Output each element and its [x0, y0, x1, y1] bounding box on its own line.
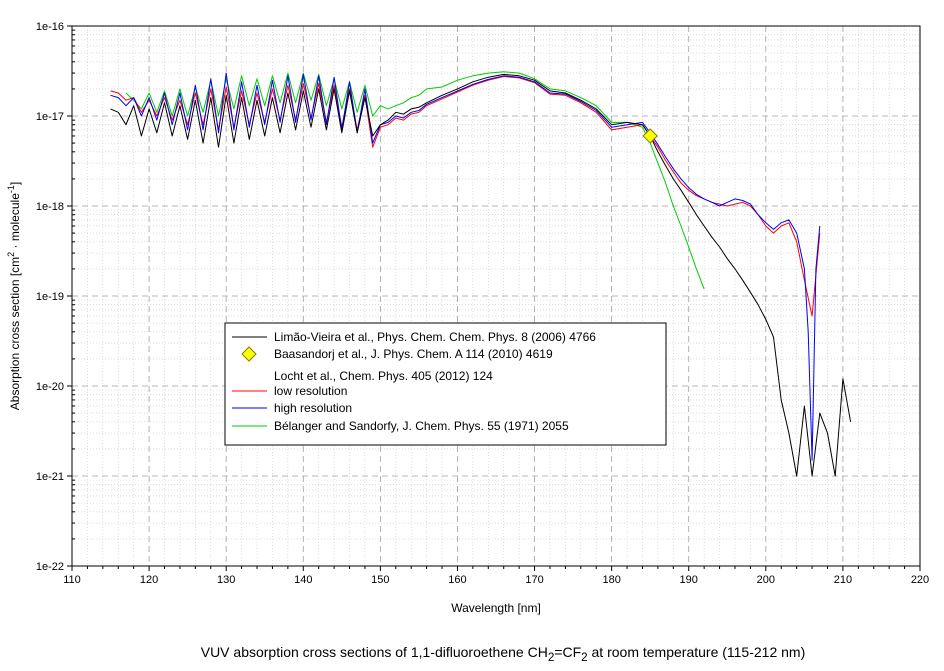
legend-label: Baasandorj et al., J. Phys. Chem. A 114 …	[274, 347, 553, 361]
series-layer	[110, 71, 852, 477]
legend-box	[224, 322, 667, 446]
y-tick-label: 1e-21	[36, 471, 64, 483]
caption-mid: =CF	[554, 644, 582, 660]
series-line-2	[110, 72, 821, 461]
y-tick-label: 1e-16	[36, 21, 64, 33]
caption: VUV absorption cross sections of 1,1-dif…	[0, 644, 944, 664]
y-tick-label: 1e-22	[36, 561, 64, 573]
x-tick-label: 190	[680, 574, 698, 586]
legend-label: Locht et al., Chem. Phys. 405 (2012) 124	[274, 369, 493, 383]
series-line-1	[110, 76, 821, 317]
x-tick-label: 130	[217, 574, 235, 586]
legend-swatch-diamond	[241, 346, 257, 362]
legend: Limão-Vieira et al., Phys. Chem. Chem. P…	[224, 322, 667, 446]
legend-label: low resolution	[274, 384, 347, 398]
y-axis-title-sup1: 2	[6, 252, 16, 257]
x-tick-label: 210	[834, 574, 852, 586]
y-axis-title-prefix: Absorption cross section [cm	[8, 257, 22, 410]
x-axis-title: Wavelength [nm]	[451, 601, 541, 615]
x-tick-label: 200	[757, 574, 775, 586]
y-tick-labels: 1e-22 1e-21 1e-20 1e-19 1e-18 1e-17 1e-16	[36, 21, 64, 573]
x-tick-label: 170	[525, 574, 543, 586]
caption-sub2: 2	[581, 650, 588, 664]
series-marker-baasandorj	[642, 128, 658, 144]
series-line-0	[110, 73, 852, 477]
y-axis-title-suffix: ]	[8, 182, 22, 185]
x-tick-label: 220	[911, 574, 929, 586]
legend-entries: Limão-Vieira et al., Phys. Chem. Chem. P…	[232, 330, 596, 433]
x-tick-label: 150	[371, 574, 389, 586]
caption-sub1: 2	[547, 650, 555, 664]
legend-label: high resolution	[274, 401, 352, 415]
x-tick-label: 160	[448, 574, 466, 586]
caption-prefix: VUV absorption cross sections of 1,1-dif…	[200, 644, 548, 660]
y-axis-title-sup2: -1	[6, 185, 16, 193]
y-tick-label: 1e-17	[36, 111, 64, 123]
y-tick-label: 1e-19	[36, 291, 64, 303]
x-tick-labels: 110 120 130 140 150 160 170 180 190 200 210 220	[63, 574, 929, 586]
axis-ticks	[67, 25, 921, 571]
y-tick-label: 1e-20	[36, 381, 64, 393]
caption-suffix: at room temperature (115-212 nm)	[587, 644, 806, 660]
x-tick-label: 140	[294, 574, 312, 586]
y-axis-title-mid: · molecule	[8, 193, 22, 252]
x-tick-label: 110	[63, 574, 81, 586]
legend-label: Limão-Vieira et al., Phys. Chem. Chem. P…	[274, 330, 596, 344]
x-tick-label: 120	[140, 574, 158, 586]
y-axis-title: Absorption cross section [cm2 · molecule…	[6, 182, 22, 410]
series-line-3	[125, 71, 705, 290]
y-tick-label: 1e-18	[36, 201, 64, 213]
x-tick-label: 180	[602, 574, 620, 586]
legend-label: Bélanger and Sandorfy, J. Chem. Phys. 55…	[274, 419, 569, 433]
